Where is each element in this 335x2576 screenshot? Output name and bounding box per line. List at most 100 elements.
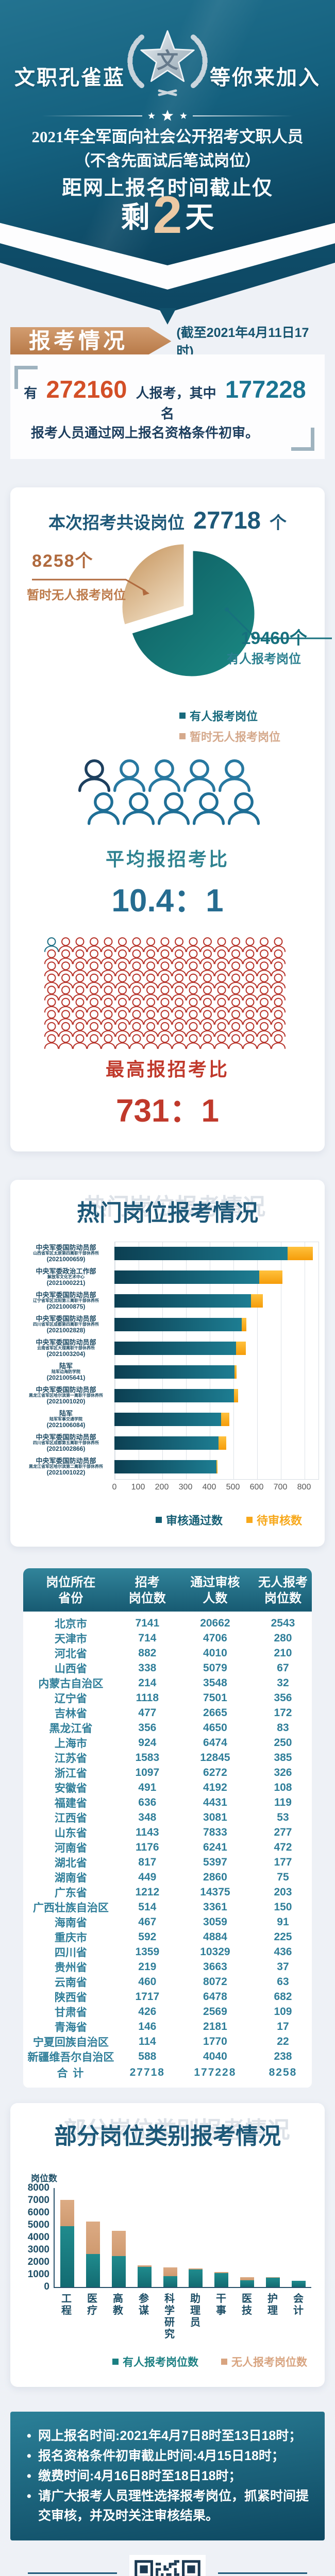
legend-item: 待审核数 [246, 1512, 302, 1528]
table-cell: 356 [138, 1722, 157, 1734]
table-cell: 75 [277, 1871, 289, 1884]
table-row: 山东省 1143 7833 277 [23, 1825, 312, 1840]
table-cell: 山西省 [54, 1663, 87, 1675]
y-tick: 3000 [27, 2244, 49, 2256]
table-cell: 青海省 [54, 2022, 87, 2034]
stacked-bar [114, 1436, 312, 1450]
qr-code-icon [129, 2555, 206, 2576]
table-row: 天津市 714 4706 280 [23, 1631, 312, 1646]
stacked-bar [114, 1294, 312, 1308]
table-cell: 云南省 [54, 1977, 87, 1989]
legend-swatch-icon [246, 1517, 253, 1523]
hot-bar-label: 中央军委国防动员部 山西省军区太原第四离职干部休养所 (2021000659) [33, 1243, 99, 1263]
legend-swatch-icon [179, 733, 186, 739]
table-row: 新疆维吾尔自治区 588 4040 238 [23, 2049, 312, 2064]
table-cell: 17 [277, 2021, 289, 2033]
table-cell: 1717 [135, 1991, 160, 2003]
report-stats: 有 272160 人报考，其中 177228 名 报考人员通过网上报名资格条件初… [10, 354, 325, 459]
table-header-cell: 无人报考 岗位数 [258, 1575, 308, 1606]
legend-swatch-icon [221, 2359, 227, 2365]
table-row: 广西壮族自治区 514 3361 150 [23, 1900, 312, 1914]
table-cell: 114 [138, 2036, 156, 2048]
category-label: 工程 [61, 2293, 72, 2317]
stacked-bar [163, 2267, 177, 2287]
table-cell: 4431 [203, 1797, 227, 1809]
table-cell: 河北省 [54, 1648, 87, 1660]
x-tick: 0 [112, 1483, 117, 1492]
table-row: 重庆市 592 4884 225 [23, 1929, 312, 1944]
table-cell: 203 [274, 1886, 292, 1899]
stacked-bar [137, 2265, 152, 2287]
table-body: 北京市 7141 20662 2543 天津市 714 4706 280 河北省 882 4010 2… [23, 1612, 312, 2088]
table-cell: 北京市 [54, 1618, 87, 1631]
x-tick: 700 [273, 1483, 288, 1492]
table-cell: 4010 [203, 1647, 227, 1659]
hero-line2: （不含先面试后笔试岗位） [75, 152, 260, 170]
table-row: 黑龙江省 356 4650 83 [23, 1720, 312, 1735]
table-cell: 6478 [203, 1991, 227, 2003]
countdown: 剩 2 天 [0, 189, 335, 241]
table-cell: 黑龙江省 [49, 1723, 93, 1735]
y-tick: 2000 [27, 2257, 49, 2268]
table-header-cell: 通过审核 人数 [190, 1575, 240, 1606]
table-header-cell: 岗位所在 省份 [46, 1575, 96, 1606]
table-cell: 436 [274, 1946, 292, 1958]
table-row: 四川省 1359 10329 436 [23, 1944, 312, 1959]
table-cell: 宁夏回族自治区 [32, 2037, 109, 2049]
table-cell: 14375 [200, 1886, 230, 1899]
table-cell: 467 [138, 1916, 157, 1928]
y-tick: 5000 [27, 2219, 49, 2231]
table-cell: 7141 [135, 1617, 160, 1630]
table-cell: 陕西省 [54, 1992, 87, 2004]
stat-seg1: 有 [24, 385, 38, 401]
hot-bar-label: 中央军委国防动员部 云南省军区大理离职干部休养所 (2021003204) [36, 1338, 96, 1358]
stacked-bar [114, 1365, 312, 1379]
table-cell: 2860 [203, 1871, 227, 1884]
report-section: 报考情况 (截至2021年4月11日17时) 有 272160 人报考，其中 1… [10, 326, 325, 459]
applicants-count: 272160 [46, 376, 127, 403]
table-row: 宁夏回族自治区 114 1770 22 [23, 2034, 312, 2049]
table-cell: 22 [277, 2036, 289, 2048]
table-cell: 湖南省 [54, 1872, 87, 1885]
table-cell: 426 [138, 2006, 157, 2018]
pie-label-empty-value: 8258个 [32, 551, 94, 571]
table-cell: 海南省 [54, 1917, 87, 1929]
stacked-bar [114, 1247, 313, 1260]
table-cell: 280 [274, 1632, 292, 1645]
table-cell: 3081 [203, 1811, 227, 1824]
table-cell: 491 [138, 1782, 157, 1794]
crowd-people-icons [44, 937, 286, 1049]
table-cell: 348 [138, 1811, 157, 1824]
table-cell: 6241 [203, 1841, 227, 1854]
table-cell: 636 [138, 1797, 157, 1809]
table-cell: 1583 [135, 1752, 160, 1764]
stacked-bar [114, 1342, 312, 1355]
hot-bar-label: 陆军 陆军军事交通学院 (2021006084) [46, 1409, 86, 1429]
table-row: 上海市 924 6474 250 [23, 1735, 312, 1750]
category-label: 科学研究 [164, 2293, 175, 2341]
section-ribbon: 报考情况 [10, 327, 172, 354]
hot-bar-row: 中央军委国防动员部 黑龙江省军区哈尔滨第二离职干部休养所 (2021001022) [23, 1455, 312, 1479]
table-cell: 6474 [203, 1737, 227, 1749]
table-cell: 江苏省 [54, 1753, 87, 1765]
avg-ratio-value: 10.4：1 [111, 883, 224, 919]
table-cell: 5079 [203, 1662, 227, 1674]
max-ratio-label: 最高报招考比 [105, 1059, 229, 1080]
legend-item: 审核通过数 [155, 1512, 223, 1528]
table-cell: 4884 [203, 1931, 227, 1943]
table-row: 贵州省 219 3663 37 [23, 1959, 312, 1974]
hot-bar-row: 中央军委国防动员部 山西省军区太原第四离职干部休养所 (2021000659) [23, 1242, 313, 1265]
table-row: 浙江省 1097 6272 326 [23, 1765, 312, 1780]
y-axis-label: 岗位数 [31, 2174, 57, 2184]
hero-background: 文 文职孔雀蓝 等你来加入 2021年全军面向社会公开招考文职人员 （不含先面试… [0, 0, 335, 265]
hot-positions-title: 热门岗位报考情况 热门岗位报考情况 [77, 1194, 266, 1226]
table-cell: 172 [274, 1707, 292, 1719]
legend-swatch-icon [155, 1517, 162, 1523]
table-header: 岗位所在 省份 招考 岗位数 通过审核 人数 无人报考 岗位数 [23, 1568, 312, 1612]
x-tick: 500 [226, 1483, 240, 1492]
table-row: 江苏省 1583 12845 385 [23, 1750, 312, 1765]
table-cell: 67 [277, 1662, 289, 1674]
table-cell: 6272 [203, 1767, 227, 1779]
category-label: 医技 [242, 2293, 252, 2317]
table-cell: 1176 [136, 1841, 159, 1854]
